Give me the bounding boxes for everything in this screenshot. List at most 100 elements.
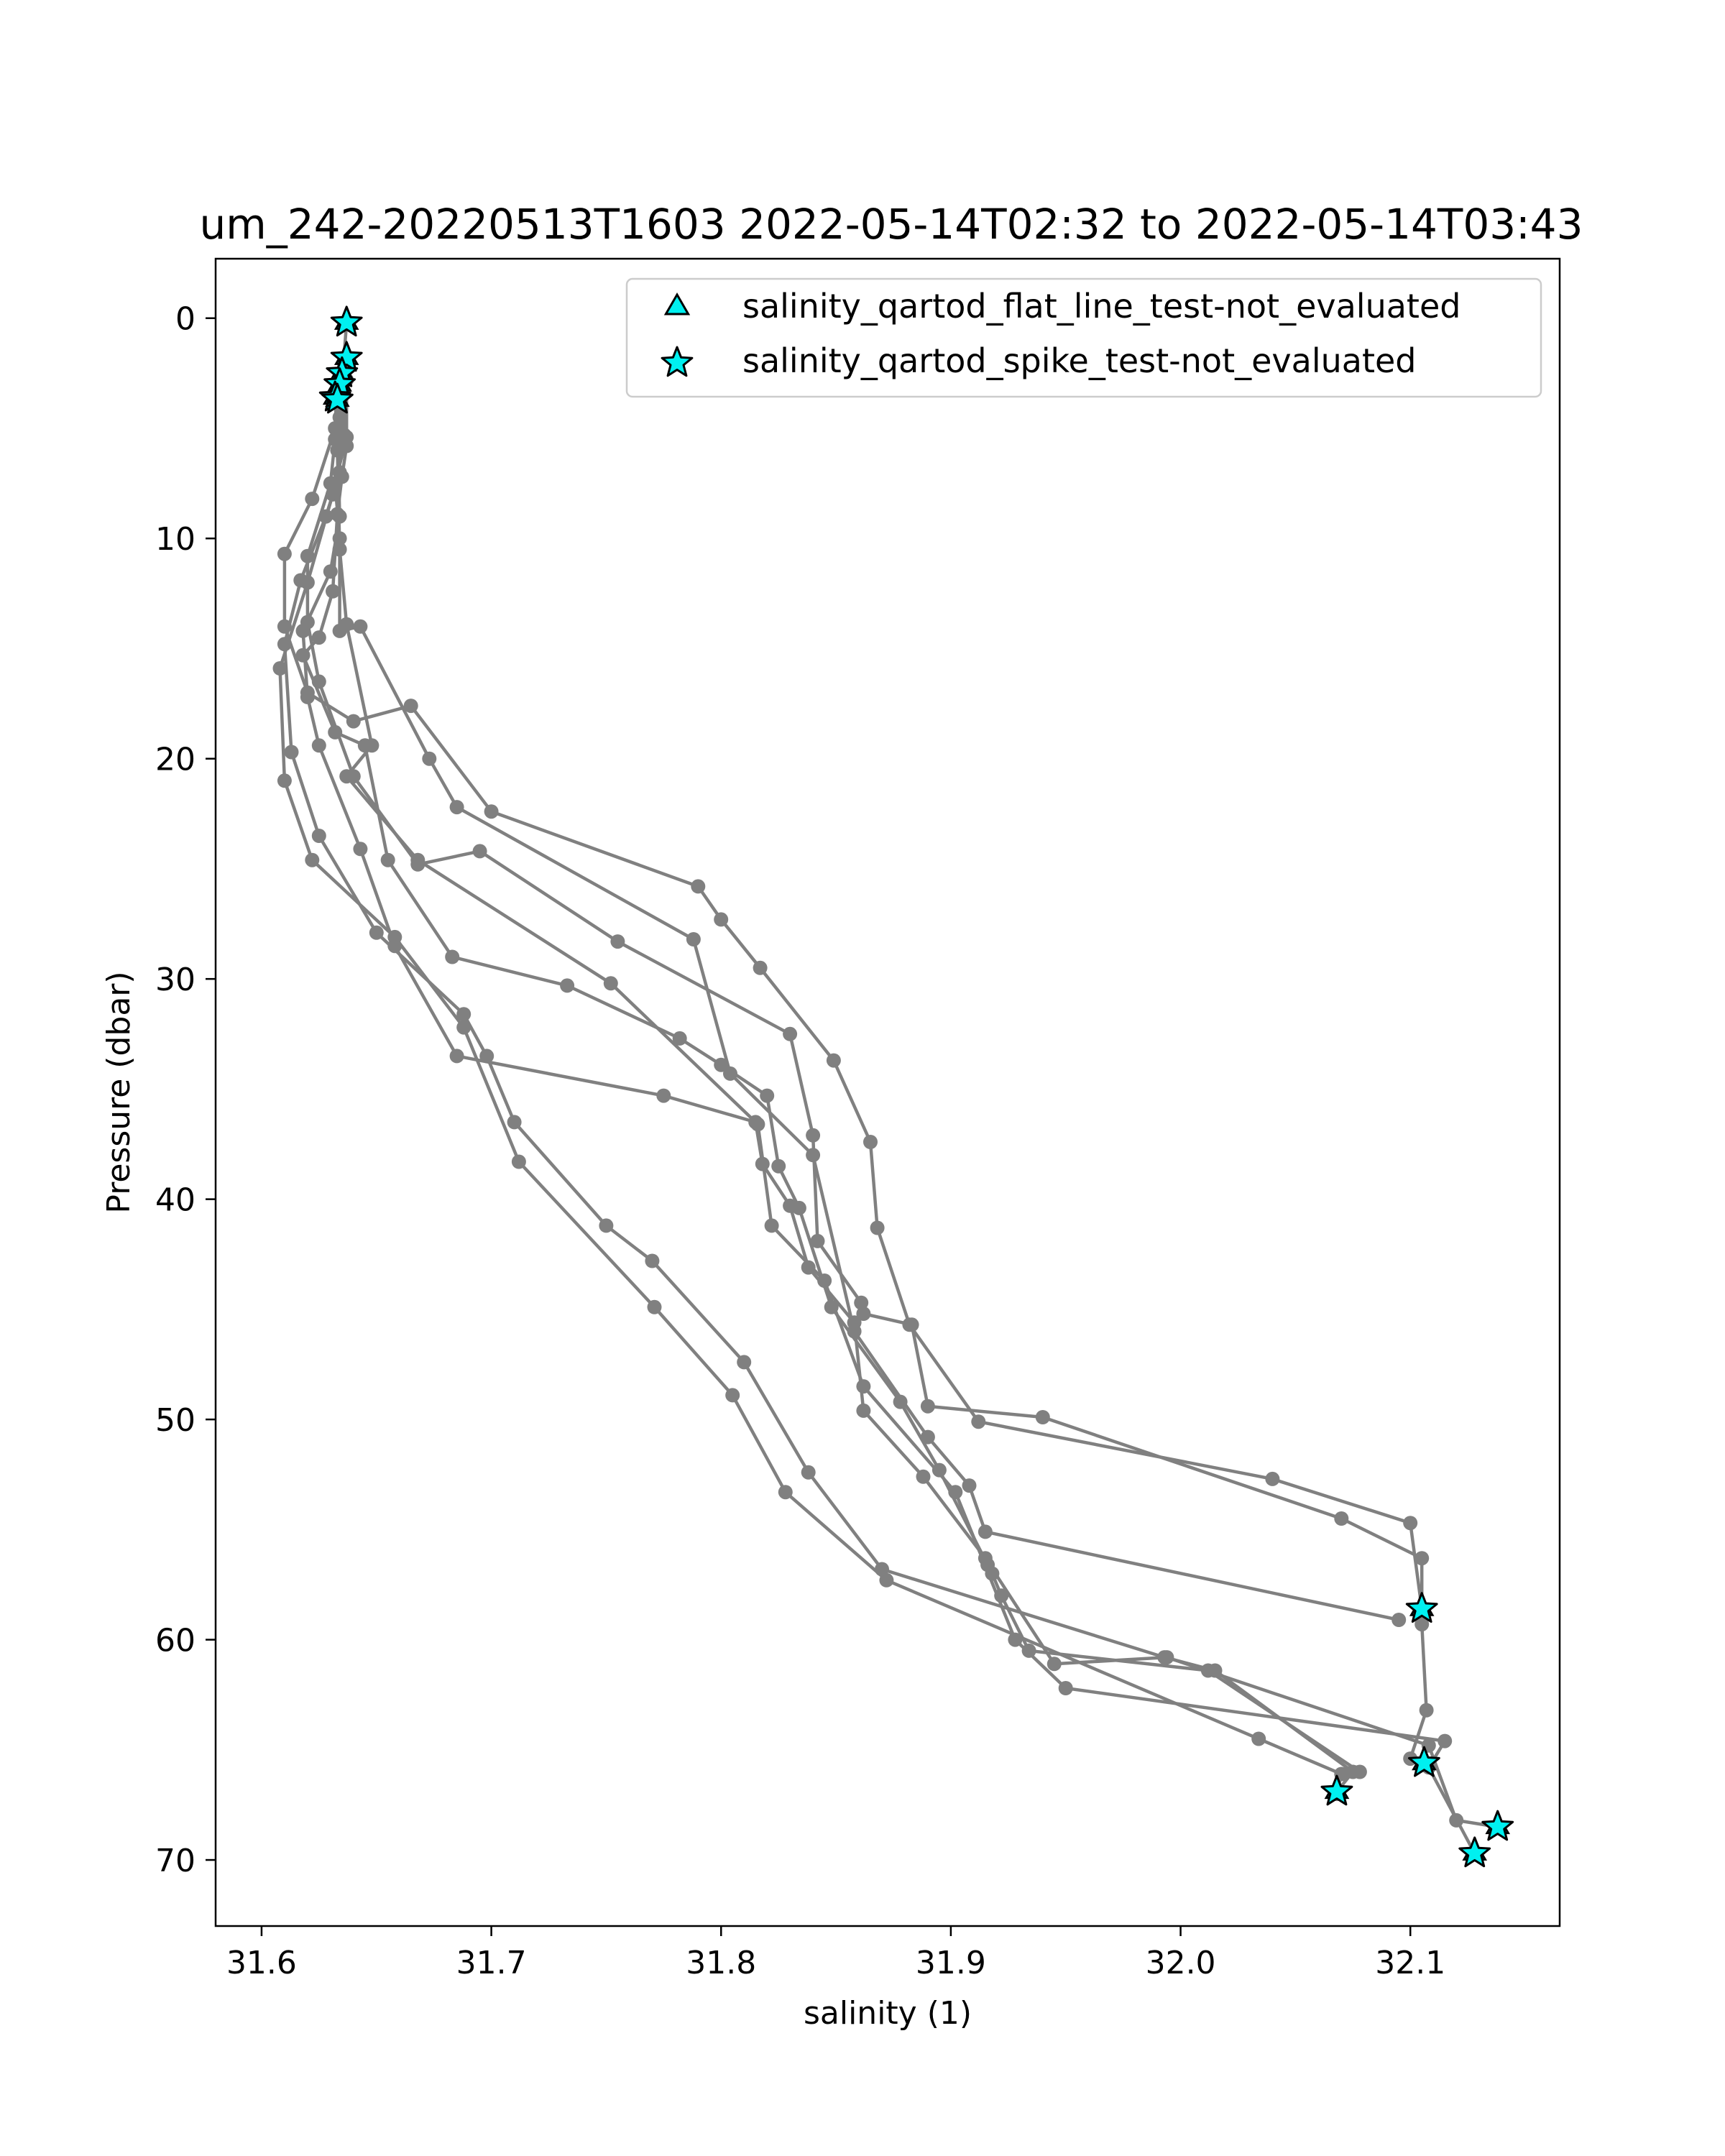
spike-test-marker <box>321 382 354 414</box>
profile-point <box>723 1066 737 1081</box>
x-axis-label: salinity (1) <box>804 1995 972 2032</box>
profile-point <box>863 1135 878 1149</box>
y-tick-label: 20 <box>155 742 196 778</box>
profile-point <box>339 430 354 445</box>
profile-point <box>507 1115 522 1130</box>
profile-point <box>806 1128 821 1143</box>
profile-point <box>353 619 368 634</box>
profile-point <box>962 1478 977 1493</box>
profile-point <box>332 542 347 557</box>
profile-point <box>328 476 343 491</box>
legend-star-marker-icon <box>661 346 694 377</box>
profile-point <box>714 912 729 927</box>
profile-point <box>1392 1613 1407 1627</box>
profile-point <box>387 939 402 954</box>
profile-point <box>311 829 326 843</box>
profile-point <box>364 738 380 753</box>
profile-point <box>691 879 706 894</box>
profile-point <box>750 1117 765 1132</box>
legend-triangle-marker-icon <box>663 292 691 315</box>
axes-frame <box>214 257 1561 1927</box>
profile-point <box>484 804 499 819</box>
profile-point <box>1159 1650 1174 1665</box>
y-tick-label: 30 <box>155 962 196 998</box>
profile-point <box>1058 1681 1073 1695</box>
profile-point <box>948 1485 963 1500</box>
profile-point <box>1035 1410 1050 1424</box>
profile-point <box>801 1465 816 1480</box>
profile-point <box>783 1026 798 1041</box>
profile-point <box>599 1218 614 1233</box>
profile-point <box>737 1355 752 1370</box>
profile-point <box>1251 1731 1266 1746</box>
profile-point <box>272 661 288 676</box>
profile-point <box>330 443 345 458</box>
profile-point <box>449 1049 464 1064</box>
profile-point <box>326 584 340 599</box>
x-axis: 31.6 31.7 31.8 31.9 32.0 32.1 <box>226 1926 1445 1981</box>
y-tick-label: 60 <box>155 1623 196 1659</box>
profile-point <box>920 1399 935 1414</box>
profile-point <box>932 1462 947 1478</box>
x-tick-label: 31.9 <box>916 1945 986 1981</box>
spike-test-marker <box>1320 1774 1353 1806</box>
legend-label-flat-line: salinity_qartod_flat_line_test-not_evalu… <box>742 287 1460 326</box>
spike-test-marker <box>330 341 363 372</box>
profile-point <box>339 769 354 784</box>
profile-point <box>806 1148 821 1163</box>
profile-line <box>305 382 1428 1765</box>
y-tick-label: 10 <box>155 521 196 558</box>
profile-point <box>856 1307 871 1321</box>
profile-point <box>353 842 368 857</box>
profile-point <box>1403 1516 1418 1531</box>
profile-point <box>1352 1764 1367 1779</box>
profile-point <box>339 617 354 632</box>
profile-point <box>753 960 768 975</box>
spike-test-marker <box>1481 1810 1514 1841</box>
y-tick-label: 70 <box>155 1843 196 1879</box>
profile-point <box>916 1469 931 1484</box>
profile-point <box>672 1031 687 1046</box>
profile-point <box>305 852 320 867</box>
profile-point <box>879 1572 894 1588</box>
spike-test-marker <box>1458 1836 1491 1868</box>
profile-point <box>277 773 292 788</box>
chart-title: um_242-20220513T1603 2022-05-14T02:32 to… <box>200 200 1583 249</box>
profile-point <box>971 1414 986 1429</box>
profile-point <box>826 1053 841 1068</box>
x-tick-label: 32.1 <box>1375 1945 1445 1981</box>
y-tick-label: 0 <box>175 301 196 338</box>
legend: salinity_qartod_flat_line_test-not_evalu… <box>625 277 1542 398</box>
profile-point <box>783 1198 798 1213</box>
profile-point <box>449 800 464 815</box>
profile-point <box>311 738 326 753</box>
profile-point <box>870 1220 885 1235</box>
profile-point <box>311 630 326 645</box>
profile-point <box>764 1218 779 1233</box>
spike-test-marker <box>330 305 363 337</box>
y-tick-label: 40 <box>155 1182 196 1219</box>
y-tick-label: 50 <box>155 1402 196 1439</box>
profile-point <box>771 1158 786 1174</box>
profile-point <box>445 949 460 964</box>
legend-star-shape <box>661 346 694 377</box>
profile-point <box>346 714 361 729</box>
profile-point <box>1265 1471 1280 1486</box>
spike-test-marker <box>1408 1746 1440 1777</box>
profile-point <box>300 548 315 563</box>
profile-point <box>369 925 384 940</box>
profile-line <box>333 393 1476 1856</box>
profile-point <box>801 1260 816 1275</box>
profile-point <box>1008 1632 1023 1647</box>
profile-point <box>1046 1657 1062 1672</box>
profile-point <box>810 1233 825 1248</box>
profile-point <box>856 1403 871 1418</box>
profile-point <box>1334 1511 1349 1526</box>
profile-point <box>300 689 315 704</box>
profile-point <box>647 1299 662 1314</box>
plot-area <box>272 305 1514 1868</box>
profile-point <box>295 648 310 663</box>
profile-point <box>305 492 320 507</box>
profile-point <box>456 1007 472 1022</box>
